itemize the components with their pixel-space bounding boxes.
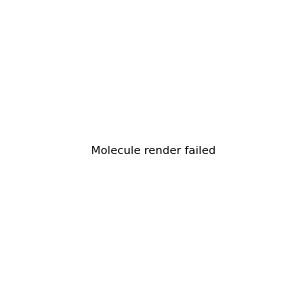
Text: Molecule render failed: Molecule render failed [92,146,216,157]
